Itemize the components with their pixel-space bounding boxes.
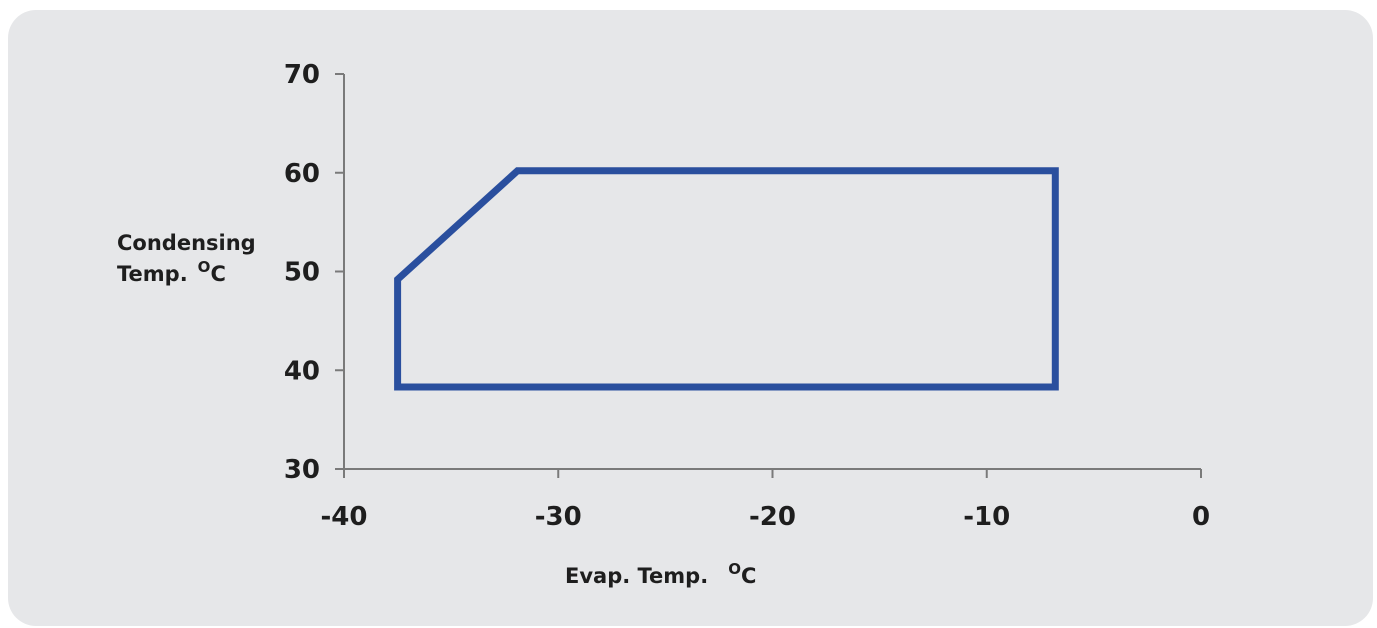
x-tick-label: 0: [1192, 502, 1210, 532]
series-layer: [394, 167, 1059, 391]
chart-panel: [8, 10, 1373, 626]
y-axis-unit-sup: O: [198, 258, 211, 276]
y-axis-unit: C: [210, 262, 225, 286]
y-tick-label: 40: [284, 356, 320, 386]
y-tick-label: 60: [284, 159, 320, 189]
y-tick-label: 50: [284, 258, 320, 288]
y-axis-title-line1: Condensing: [117, 231, 256, 255]
axes: [343, 74, 1201, 470]
x-tick-label: -10: [963, 502, 1010, 532]
x-tick-label: -30: [535, 502, 582, 532]
y-tick-label: 30: [284, 455, 320, 485]
y-tick-label: 70: [284, 60, 320, 90]
x-axis-unit: C: [741, 564, 756, 588]
y-axis-title-temp: Temp.: [117, 262, 188, 286]
x-axis-unit-sup: O: [728, 560, 741, 578]
envelope-outline: [394, 167, 1059, 391]
x-tick-label: -40: [321, 502, 368, 532]
x-tick-label: -20: [749, 502, 796, 532]
y-axis-title-line2: Temp. OC: [117, 258, 226, 286]
ticks: 30 40 50 60 70 -40 -30 -20 -10 0: [284, 60, 1210, 532]
x-axis-title-text: Evap. Temp.: [565, 564, 708, 588]
x-axis-title: Evap. Temp. OC: [565, 560, 756, 588]
